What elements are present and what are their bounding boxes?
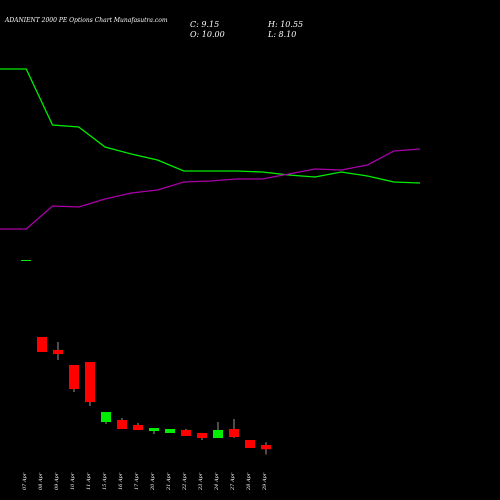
candle-body [117,420,127,429]
x-tick-label: 23 Apr [198,472,204,491]
x-tick-label: 27 Apr [230,472,236,491]
candle-body [21,260,31,261]
candle-body [37,337,47,352]
candle-body [165,429,175,433]
header-low: L: 8.10 [267,30,296,39]
indicator-line [0,68,421,184]
candle-body [53,350,63,354]
x-tick-label: 17 Apr [134,472,140,490]
header-high: H: 10.55 [267,20,303,29]
x-tick-label: 22 Apr [182,472,188,491]
candle-body [85,362,95,402]
x-tick-label: 21 Apr [166,472,172,491]
x-tick-label: 10 Apr [70,472,76,490]
x-tick-label: 28 Apr [246,472,252,491]
x-tick-label: 11 Apr [86,472,92,490]
x-tick-label: 07 Apr [22,472,28,490]
x-tick-label: 08 Apr [38,472,44,490]
x-tick-label: 24 Apr [214,472,220,491]
x-tick-label: 15 Apr [102,472,108,490]
candle-body [133,425,143,430]
candle-body [245,440,255,448]
candle-body [197,433,207,438]
header-open: O: 10.00 [190,30,225,39]
candle-body [149,428,159,431]
candle-body [101,412,111,422]
chart-title: ADANIENT 2000 PE Options Chart Munafasut… [4,17,168,24]
candle-body [69,365,79,389]
header-close: C: 9.15 [190,20,219,29]
x-tick-label: 16 Apr [118,472,124,490]
candle-body [261,445,271,450]
x-tick-label: 09 Apr [54,472,60,490]
indicator-line [0,148,421,230]
candle-body [213,430,223,438]
x-tick-label: 29 Apr [262,472,268,491]
candle-body [181,430,191,436]
x-tick-label: 20 Apr [150,472,156,491]
candle-body [229,429,239,437]
